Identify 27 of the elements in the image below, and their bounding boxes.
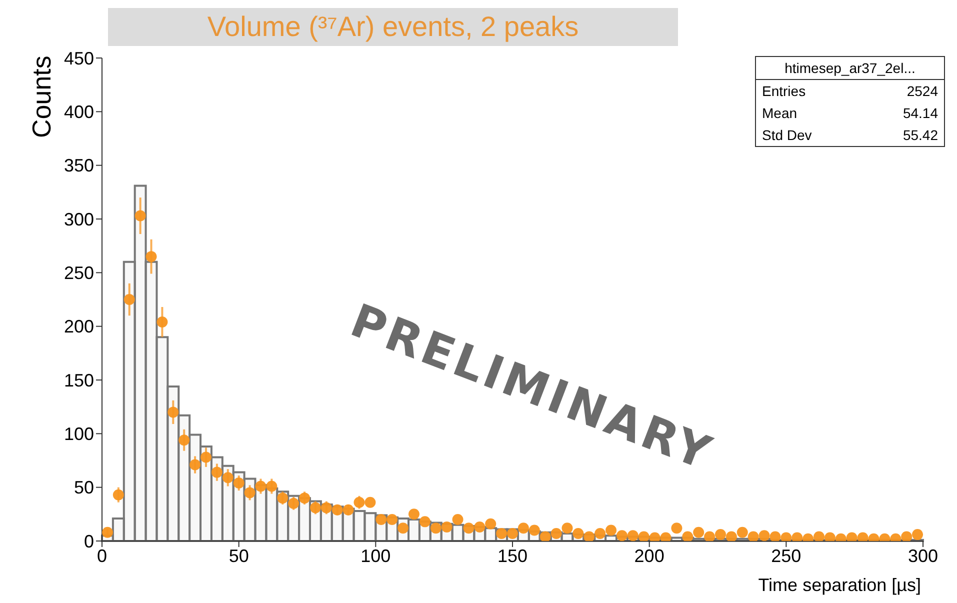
x-tick-label: 50 — [228, 546, 249, 566]
x-axis-title: Time separation [µs] — [758, 575, 921, 595]
x-tick-label: 300 — [908, 546, 938, 566]
annotation: htimesep_ar37_2el... — [756, 57, 944, 80]
y-tick-label: 250 — [64, 263, 94, 284]
chart-title: Volume (³⁷Ar) events, 2 peaks — [108, 8, 678, 46]
y-tick-label: 450 — [64, 48, 94, 68]
y-tick-label: 50 — [74, 478, 94, 498]
annotation: Entries — [762, 83, 806, 99]
y-tick-label: 100 — [64, 424, 94, 444]
y-tick-label: 300 — [64, 209, 94, 230]
x-tick-label: 250 — [771, 546, 802, 566]
y-tick-label: 350 — [64, 156, 94, 176]
y-tick-label: 400 — [64, 102, 94, 122]
x-tick-label: 0 — [96, 546, 108, 566]
y-axis-title: Counts — [26, 56, 56, 138]
x-tick-label: 100 — [360, 546, 391, 566]
x-tick-label: 150 — [497, 546, 528, 566]
annotation: Mean — [762, 105, 798, 121]
y-tick-label: 150 — [64, 370, 94, 390]
annotation: Std Dev — [762, 127, 812, 143]
x-tick-label: 200 — [634, 546, 664, 566]
y-tick-label: 0 — [84, 531, 94, 552]
annotation: 2524 — [906, 83, 938, 99]
annotation: 54.14 — [902, 105, 938, 121]
annotation: 55.42 — [902, 127, 938, 143]
y-tick-label: 200 — [64, 316, 94, 337]
